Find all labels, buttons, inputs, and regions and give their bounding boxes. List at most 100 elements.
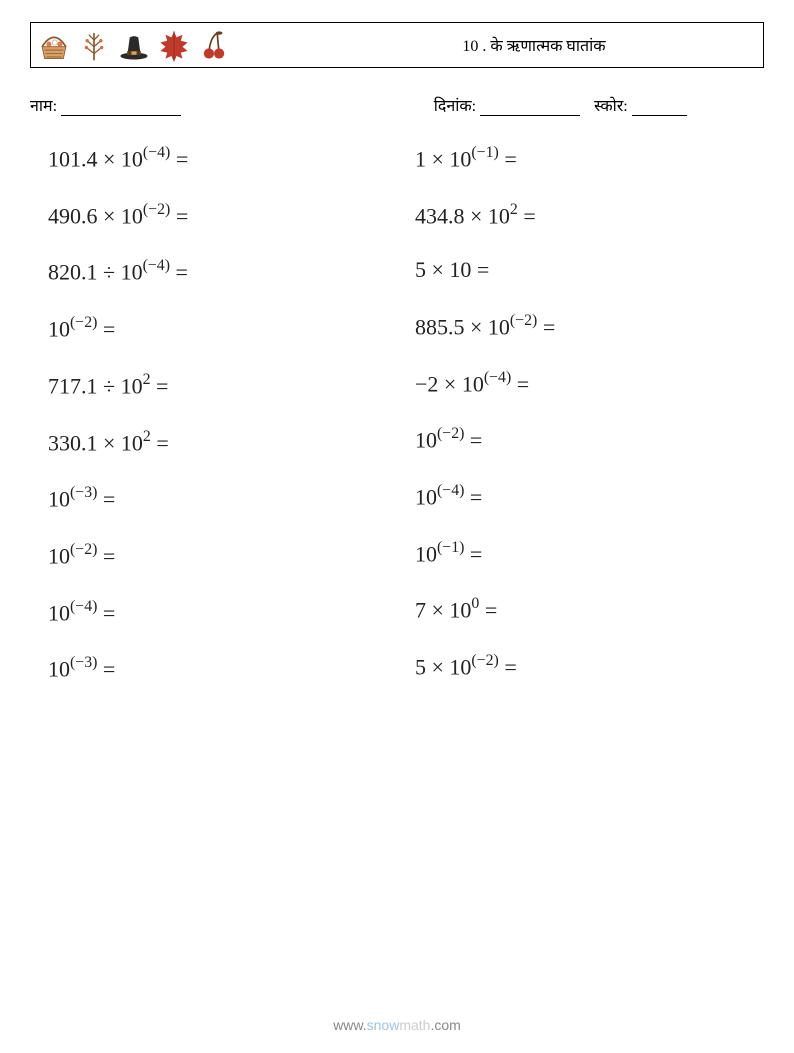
problem-base: 10 <box>48 316 70 341</box>
problem-base: 10 <box>48 657 70 682</box>
problem-base: 717.1 ÷ 10 <box>48 373 143 398</box>
problem-base: 10 <box>415 484 437 509</box>
problem: 10(−3) = <box>48 654 415 683</box>
problems-col-left: 101.4 × 10(−4) =490.6 × 10(−2) =820.1 ÷ … <box>30 144 415 711</box>
problem-equals: = <box>97 316 115 341</box>
problem-base: 1 × 10 <box>415 146 471 171</box>
problem-exponent: 0 <box>471 595 479 612</box>
problem-exponent: (−1) <box>471 144 498 161</box>
problem-base: 5 × 10 = <box>415 257 489 282</box>
problem-exponent: (−4) <box>484 369 511 386</box>
problem: 10(−2) = <box>415 425 782 454</box>
problem-base: 10 <box>48 487 70 512</box>
problem-equals: = <box>170 203 188 228</box>
score-field: स्कोर: <box>594 94 687 116</box>
problem-exponent: (−2) <box>70 541 97 558</box>
worksheet-header: 10 . के ऋणात्मक घातांक <box>30 22 764 68</box>
problem-equals: = <box>464 541 482 566</box>
problem-equals: = <box>518 203 536 228</box>
problem-base: 5 × 10 <box>415 654 471 679</box>
problem: 885.5 × 10(−2) = <box>415 312 782 341</box>
problem: 10(−3) = <box>48 484 415 513</box>
problem-base: 490.6 × 10 <box>48 203 143 228</box>
problem-equals: = <box>97 543 115 568</box>
cherry-icon <box>197 27 231 63</box>
problem-equals: = <box>151 373 169 398</box>
problem: 434.8 × 102 = <box>415 201 782 230</box>
problem: 330.1 × 102 = <box>48 428 415 457</box>
problem-base: 10 <box>48 543 70 568</box>
problem: 1 × 10(−1) = <box>415 144 782 173</box>
name-field: नाम: <box>30 94 434 116</box>
footer: www.snowmath.com <box>0 1017 794 1033</box>
problem: 10(−2) = <box>48 314 415 343</box>
name-blank[interactable] <box>61 115 181 116</box>
problem-base: 820.1 ÷ 10 <box>48 260 143 285</box>
date-label: दिनांक: <box>434 98 476 115</box>
problem-equals: = <box>97 600 115 625</box>
problem: 5 × 10(−2) = <box>415 652 782 681</box>
problem-equals: = <box>479 598 497 623</box>
name-label: नाम: <box>30 98 57 115</box>
problem-equals: = <box>170 260 188 285</box>
problem: 10(−2) = <box>48 541 415 570</box>
leaf-icon <box>157 27 191 63</box>
header-icons <box>37 27 231 63</box>
problem-exponent: 2 <box>143 428 151 445</box>
problem-exponent: (−2) <box>510 312 537 329</box>
problem-base: 10 <box>415 541 437 566</box>
footer-prefix: www. <box>333 1017 366 1033</box>
score-blank[interactable] <box>632 115 687 116</box>
problem-base: −2 × 10 <box>415 371 484 396</box>
problem: 10(−4) = <box>48 598 415 627</box>
problem: 10(−1) = <box>415 539 782 568</box>
problem-base: 330.1 × 10 <box>48 430 143 455</box>
problem-exponent: (−2) <box>471 652 498 669</box>
problem-exponent: (−1) <box>437 539 464 556</box>
problem-exponent: (−4) <box>70 598 97 615</box>
problem-exponent: (−2) <box>437 425 464 442</box>
problem-base: 885.5 × 10 <box>415 314 510 339</box>
problems-col-right: 1 × 10(−1) =434.8 × 102 =5 × 10 =885.5 ×… <box>415 144 782 711</box>
problem: 820.1 ÷ 10(−4) = <box>48 257 415 286</box>
footer-brand-snow: snow <box>367 1017 400 1033</box>
problem: 7 × 100 = <box>415 595 782 624</box>
problem-exponent: (−4) <box>143 144 170 161</box>
problem-exponent: (−4) <box>143 257 170 274</box>
date-field: दिनांक: <box>434 94 580 116</box>
info-row: नाम: दिनांक: स्कोर: <box>30 94 764 116</box>
problem-exponent: (−4) <box>437 482 464 499</box>
problem: 5 × 10 = <box>415 257 782 283</box>
problem-equals: = <box>537 314 555 339</box>
problem: 717.1 ÷ 102 = <box>48 371 415 400</box>
problem-base: 434.8 × 10 <box>415 203 510 228</box>
problem-exponent: 2 <box>143 371 151 388</box>
problem: 490.6 × 10(−2) = <box>48 201 415 230</box>
date-blank[interactable] <box>480 115 580 116</box>
problem-equals: = <box>499 146 517 171</box>
problem-equals: = <box>499 654 517 679</box>
score-label: स्कोर: <box>594 98 628 115</box>
hat-icon <box>117 27 151 63</box>
footer-suffix: .com <box>430 1017 460 1033</box>
basket-icon <box>37 27 71 63</box>
problem: 101.4 × 10(−4) = <box>48 144 415 173</box>
problem-equals: = <box>151 430 169 455</box>
problem-base: 7 × 10 <box>415 598 471 623</box>
problem-equals: = <box>464 428 482 453</box>
problem-exponent: (−2) <box>70 314 97 331</box>
problem-exponent: (−3) <box>70 654 97 671</box>
problem-base: 101.4 × 10 <box>48 146 143 171</box>
problem: 10(−4) = <box>415 482 782 511</box>
branch-icon <box>77 27 111 63</box>
problem-equals: = <box>170 146 188 171</box>
problem-equals: = <box>97 487 115 512</box>
problem-base: 10 <box>48 600 70 625</box>
problem-exponent: (−2) <box>143 201 170 218</box>
problem-exponent: 2 <box>510 201 518 218</box>
problem: −2 × 10(−4) = <box>415 369 782 398</box>
problem-equals: = <box>97 657 115 682</box>
problem-base: 10 <box>415 428 437 453</box>
problem-equals: = <box>511 371 529 396</box>
footer-brand-math: math <box>399 1017 430 1033</box>
